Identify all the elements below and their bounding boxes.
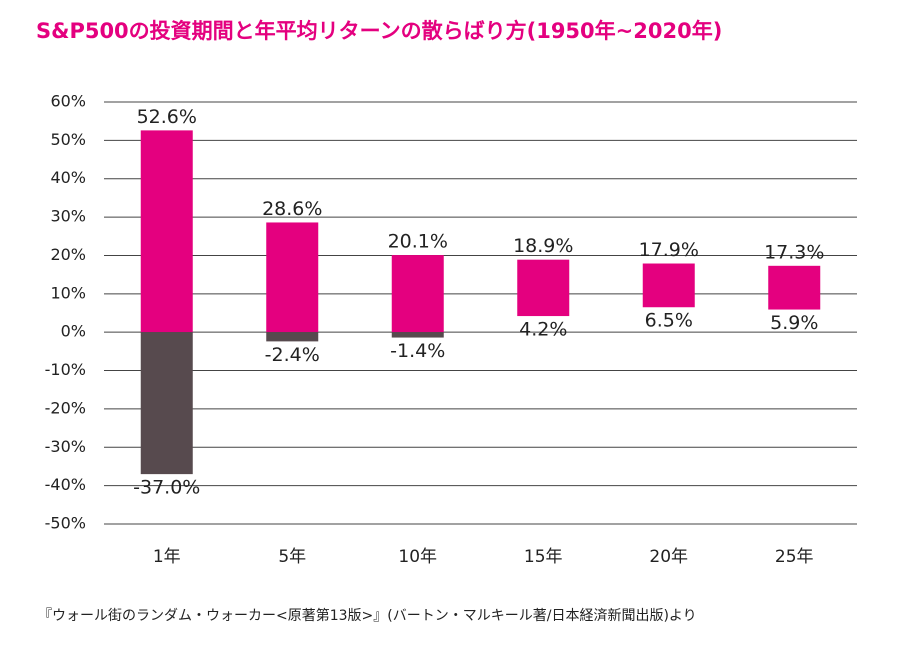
y-tick-label: 50% [50, 130, 86, 149]
value-label: -2.4% [265, 344, 320, 366]
value-label: 28.6% [262, 198, 322, 220]
y-tick-label: 30% [50, 207, 86, 226]
source-note: 『ウォール街のランダム・ウォーカー<原著第13版>』(バートン・マルキール著/日… [38, 607, 697, 624]
y-tick-label: 60% [50, 92, 86, 111]
y-tick-label: 0% [61, 322, 86, 341]
x-tick-label: 15年 [524, 547, 563, 567]
x-tick-label: 25年 [775, 547, 814, 567]
bar-positive [266, 222, 319, 333]
x-tick-label: 10年 [398, 547, 437, 567]
y-tick-label: 20% [50, 245, 86, 264]
x-tick-label: 20年 [649, 547, 688, 567]
y-tick-label: 10% [50, 283, 86, 302]
bar-positive [517, 259, 570, 317]
value-label: 17.9% [639, 239, 699, 261]
value-label: -37.0% [133, 477, 200, 499]
bar-positive [391, 255, 444, 333]
x-tick-label: 1年 [153, 547, 181, 567]
value-label: 52.6% [137, 106, 197, 128]
bar-negative [266, 332, 319, 342]
value-label: 5.9% [770, 312, 818, 334]
bar-negative [140, 332, 193, 475]
value-label: 6.5% [645, 310, 693, 332]
x-tick-label: 5年 [278, 547, 306, 567]
y-tick-label: -30% [45, 437, 86, 456]
bar-negative [391, 332, 444, 338]
bar-positive [140, 130, 193, 333]
y-tick-label: -10% [45, 360, 86, 379]
bar-positive [768, 265, 821, 310]
value-label: 17.3% [764, 241, 824, 263]
y-tick-label: -50% [45, 514, 86, 533]
value-label: 18.9% [513, 235, 573, 257]
value-label: 20.1% [388, 231, 448, 253]
y-tick-label: 40% [50, 168, 86, 187]
bar-positive [642, 263, 695, 308]
chart-title: S&P500の投資期間と年平均リターンの散らばり方(1950年~2020年) [36, 19, 722, 43]
value-label: 4.2% [519, 319, 567, 341]
value-label: -1.4% [390, 340, 445, 362]
y-tick-label: -40% [45, 475, 86, 494]
y-tick-label: -20% [45, 398, 86, 417]
